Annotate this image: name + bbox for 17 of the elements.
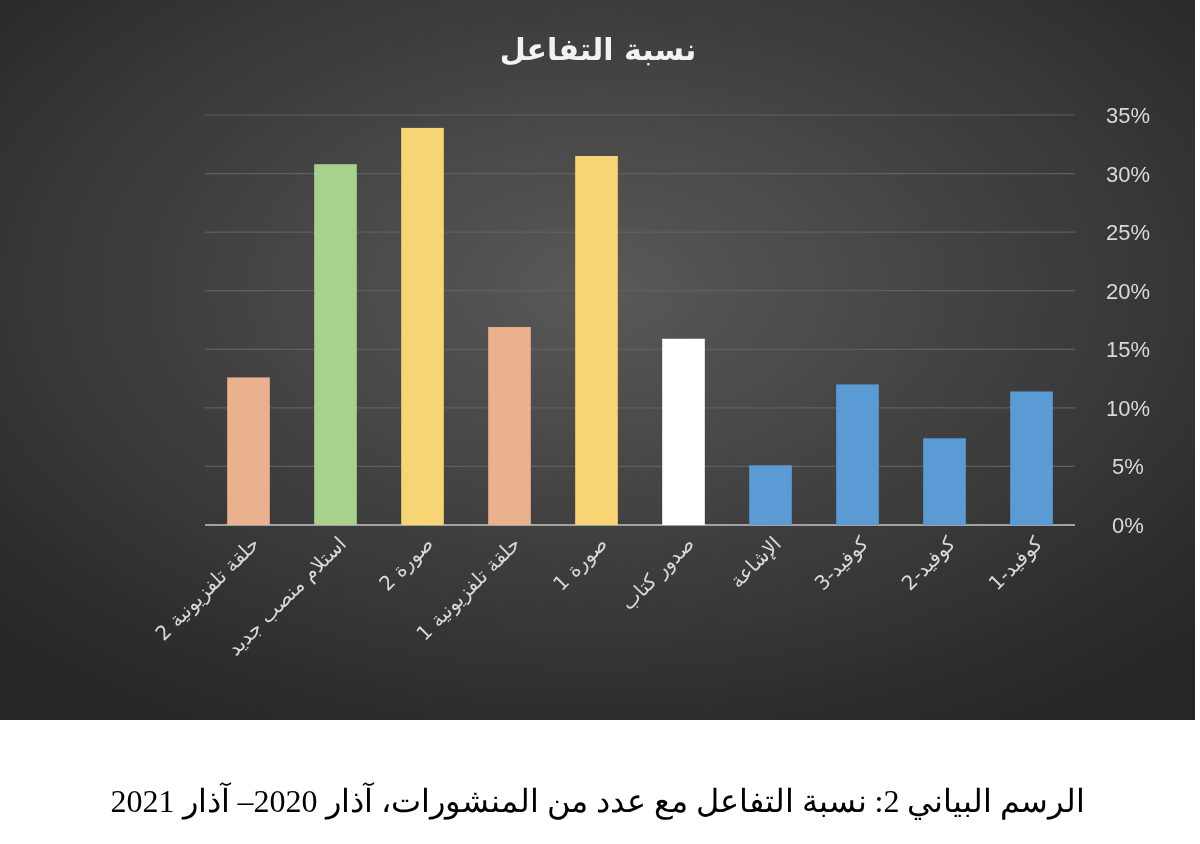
x-tick-label: كوفيد-2 [896,531,961,596]
x-tick-label: صورة 1 [548,531,613,596]
y-tick-label: 20% [1105,278,1151,304]
x-tick-label: الإشاعة [724,531,787,593]
x-tick-label: كوفيد-3 [809,531,874,596]
y-tick-label: 35% [1105,103,1151,128]
text: الرسم البياني 2: نسبة التفاعل مع عدد من المنشورات، آذار 2020– آذار 2021 [110,781,1086,820]
y-tick-label: 5% [1112,454,1144,480]
y-tick-label: 10% [1105,395,1151,421]
x-tick-label: كوفيد-1 [983,531,1048,596]
y-tick-label: 30% [1105,161,1151,187]
x-tick-label: صورة 2 [374,531,439,596]
y-tick-label: 0% [1112,513,1144,538]
chart-title: نسبة التفاعل [499,32,697,67]
x-tick-label: صدور كتاب [615,531,700,615]
y-tick-label: 25% [1105,220,1151,246]
y-tick-label: 15% [1105,337,1151,363]
